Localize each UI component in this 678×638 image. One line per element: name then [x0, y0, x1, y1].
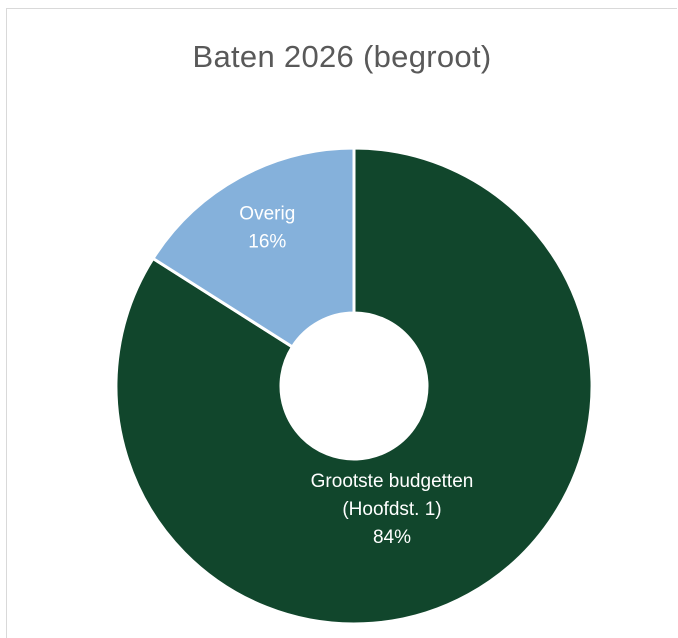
data-label-value-1: 16% — [248, 231, 286, 252]
slice-1 — [150, 146, 356, 349]
data-label-category-1: Overig — [239, 203, 295, 224]
data-label-category-0: Grootste budgetten — [311, 471, 474, 492]
data-label-value-0: 84% — [373, 527, 411, 548]
data-label-category-0: (Hoofdst. 1) — [342, 499, 441, 520]
chart-title: Baten 2026 (begroot) — [192, 39, 492, 74]
slice-0 — [114, 146, 594, 626]
